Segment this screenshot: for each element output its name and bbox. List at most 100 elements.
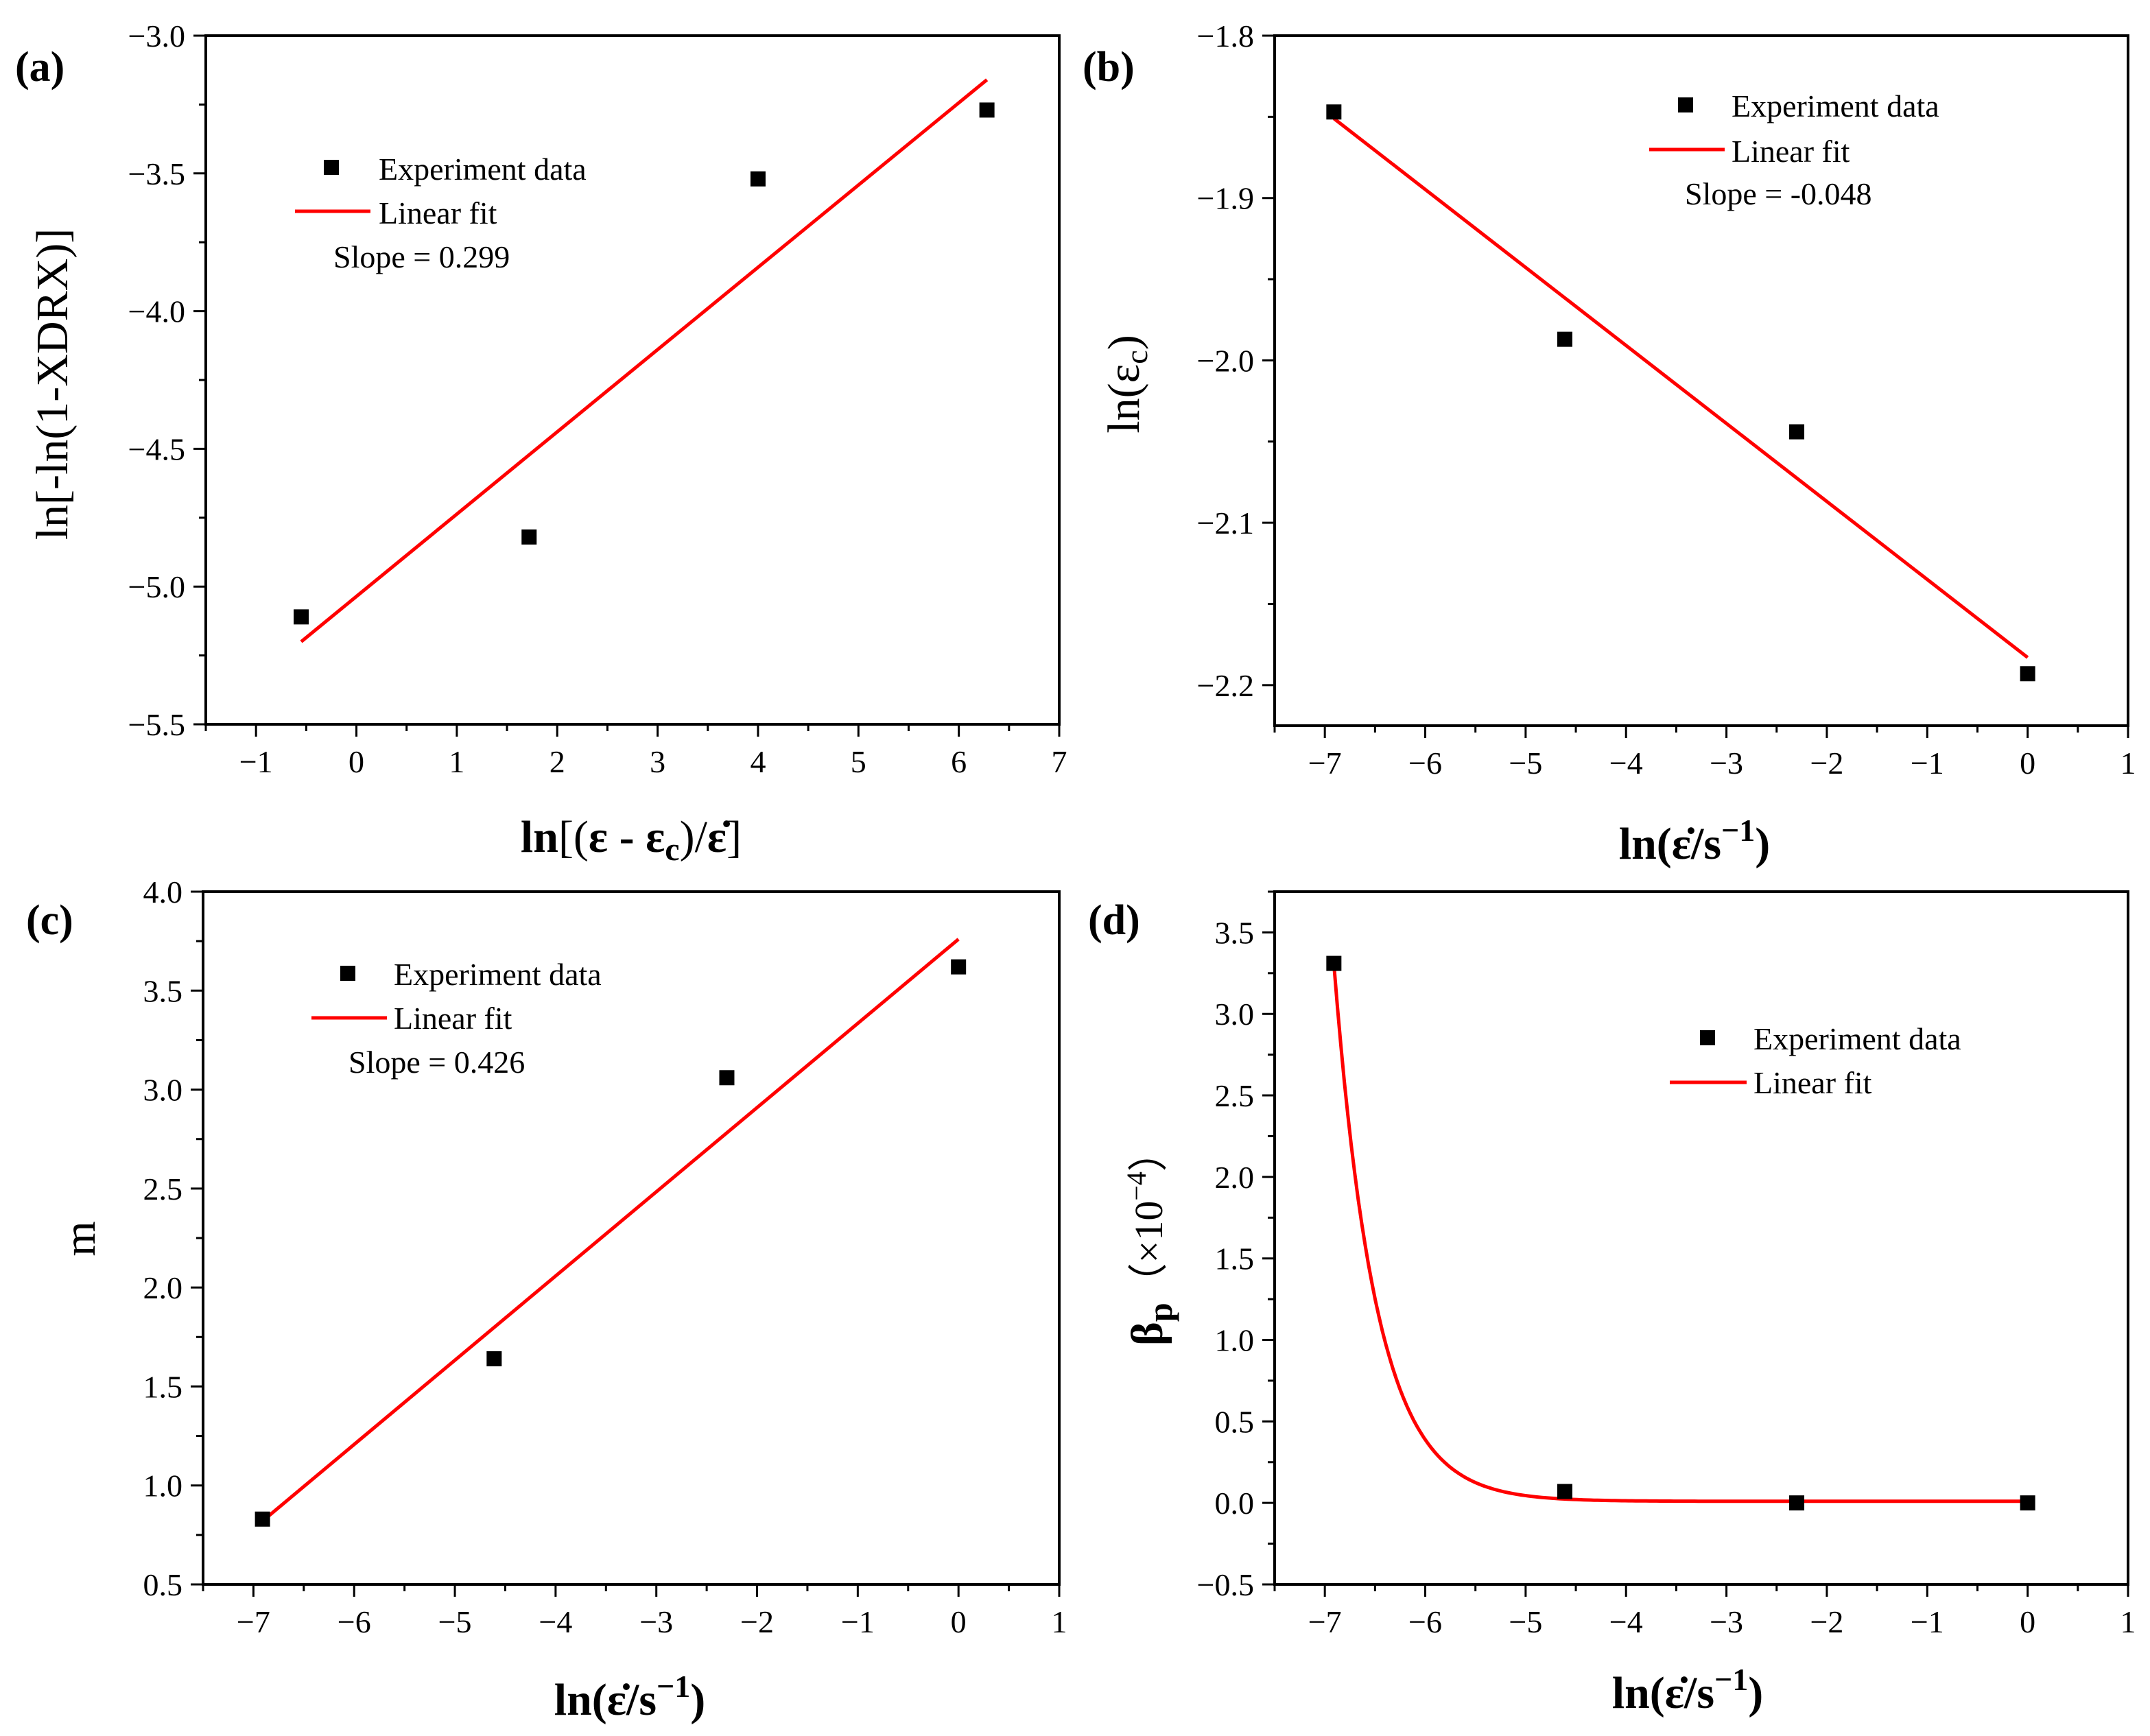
legend-a: Experiment data Linear fit Slope = 0.299 [295, 152, 587, 274]
legend-d: Experiment data Linear fit [1670, 1021, 1961, 1100]
x-tick-label-a-4: 3 [650, 744, 665, 779]
data-point-b-0 [1326, 104, 1342, 120]
plot-area-c: −7 −6 −5 −4 −3 −2 −1 0 1 0.5 1.0 1.5 2.0 2.5 3.0 3.5 4.0 [143, 875, 1067, 1639]
y-tick-label-c-7: 4.0 [143, 875, 183, 909]
y-tick-label-c-1: 1.0 [143, 1469, 183, 1503]
x-axis-title-a: ln[(ε - εc)/ε̇] [521, 812, 742, 868]
slope-annotation-c: Slope = 0.426 [349, 1045, 525, 1080]
legend-fit-c: Linear fit [394, 1001, 512, 1036]
plot-area-a: −1 0 1 2 3 4 5 6 7 −5.5 −5.0 −4.5 −4.0 −3.5 −3.0 [128, 19, 1067, 779]
x-tick-label-c-0: −7 [237, 1604, 270, 1639]
legend-fit-a: Linear fit [379, 195, 497, 230]
data-point-a-0 [294, 609, 309, 625]
legend-marker-icon-c [340, 966, 355, 981]
plot-frame-a [204, 34, 1061, 726]
y-axis-label-d: βp（×10−4） [1121, 1132, 1179, 1346]
panel-label-d: (d) [1088, 897, 1140, 944]
x-tick-label-b-3: −4 [1609, 746, 1643, 781]
y-tick-label-d-2: 0.5 [1215, 1404, 1255, 1439]
x-tick-label-d-7: 0 [2020, 1604, 2035, 1639]
data-point-a-3 [979, 102, 995, 118]
x-tick-label-b-7: 0 [2020, 746, 2035, 781]
x-tick-label-b-0: −7 [1308, 746, 1342, 781]
panel-c: (c) −7 −6 −5 −4 −3 −2 −1 0 1 0.5 1.0 1.5 2.0 2.5 3.0 3.… [26, 875, 1067, 1725]
y-tick-label-d-6: 2.5 [1215, 1078, 1255, 1113]
y-tick-label-a-5: −3.0 [128, 19, 185, 53]
legend-exp-b: Experiment data [1732, 88, 1939, 123]
x-tick-label-d-0: −7 [1308, 1604, 1342, 1639]
y-tick-label-c-2: 1.5 [143, 1369, 183, 1404]
x-tick-label-a-0: −1 [239, 744, 273, 779]
x-tick-label-a-2: 1 [449, 744, 464, 779]
y-tick-label-d-1: 0.0 [1215, 1486, 1255, 1521]
y-tick-label-d-7: 3.0 [1215, 997, 1255, 1032]
plot-frame-b [1273, 34, 2129, 727]
data-point-b-2 [1789, 424, 1805, 440]
x-tick-label-a-6: 5 [851, 744, 866, 779]
y-axis-label-b: ln(εc) [1099, 335, 1154, 433]
y-tick-label-b-2: −2.0 [1197, 343, 1254, 378]
x-tick-label-a-7: 6 [951, 744, 967, 779]
x-tick-label-c-7: 0 [951, 1604, 967, 1639]
y-tick-label-a-4: −3.5 [128, 156, 185, 191]
y-tick-label-d-4: 1.5 [1215, 1241, 1255, 1276]
legend-exp-c: Experiment data [394, 957, 602, 992]
y-axis-title-a: ln[-ln(1-XDRX)] [27, 228, 78, 540]
x-tick-label-b-8: 1 [2121, 746, 2136, 781]
x-tick-label-c-4: −3 [639, 1604, 673, 1639]
fit-line-b [1332, 117, 2029, 659]
data-point-b-3 [2020, 666, 2035, 682]
x-tick-label-d-8: 1 [2121, 1604, 2136, 1639]
legend-exp-a: Experiment data [379, 152, 587, 187]
y-tick-label-a-2: −4.5 [128, 431, 185, 466]
x-axis-label-a: ln[(ε - εc)/ε̇] [521, 812, 742, 868]
x-tick-label-d-2: −5 [1509, 1604, 1542, 1639]
x-tick-label-c-8: 1 [1052, 1604, 1067, 1639]
y-tick-label-b-0: −2.2 [1197, 668, 1254, 703]
x-tick-label-b-4: −3 [1710, 746, 1743, 781]
x-tick-label-d-3: −4 [1609, 1604, 1643, 1639]
legend-fit-b: Linear fit [1732, 134, 1850, 169]
x-tick-label-a-5: 4 [750, 744, 766, 779]
x-tick-label-c-6: −1 [841, 1604, 875, 1639]
data-point-b-1 [1557, 331, 1572, 347]
legend-marker-icon-b [1678, 97, 1693, 112]
plot-area-b: −7 −6 −5 −4 −3 −2 −1 0 1 −2.2 −2.1 −2.0 −1.9 −1.8 [1197, 19, 2136, 781]
legend-b: Experiment data Linear fit Slope = -0.04… [1649, 88, 1939, 211]
data-point-c-1 [486, 1351, 502, 1367]
plot-frame-d [1273, 890, 2129, 1586]
fit-curve-d [1332, 963, 2028, 1503]
y-tick-label-c-4: 2.5 [143, 1172, 183, 1206]
plot-frame-c [202, 890, 1061, 1586]
y-tick-label-d-5: 2.0 [1215, 1160, 1255, 1195]
y-tick-label-d-3: 1.0 [1215, 1323, 1255, 1358]
y-tick-label-b-1: −2.1 [1197, 506, 1254, 540]
x-tick-label-c-2: −5 [438, 1604, 472, 1639]
x-axis-label-b: ln(ε̇/s−1) [1619, 813, 1770, 869]
data-point-c-3 [951, 959, 967, 975]
x-tick-label-d-1: −6 [1408, 1604, 1442, 1639]
data-point-d-3 [2020, 1495, 2035, 1511]
x-tick-label-a-1: 0 [349, 744, 364, 779]
x-tick-label-c-3: −4 [539, 1604, 572, 1639]
x-axis-label-d: ln(ε̇/s−1) [1612, 1662, 1763, 1718]
y-tick-label-c-5: 3.0 [143, 1073, 183, 1108]
x-axis-title-d: ln(ε̇/s−1) [1612, 1662, 1763, 1718]
x-tick-label-d-6: −1 [1911, 1604, 1944, 1639]
x-tick-label-b-6: −1 [1911, 746, 1944, 781]
data-point-c-2 [719, 1070, 735, 1086]
data-point-d-1 [1557, 1484, 1572, 1499]
x-tick-label-c-1: −6 [338, 1604, 371, 1639]
legend-exp-d: Experiment data [1753, 1021, 1961, 1056]
y-tick-label-d-8: 3.5 [1215, 915, 1255, 950]
y-tick-label-b-3: −1.9 [1197, 181, 1254, 216]
y-axis-title-b: ln(εc) [1099, 335, 1154, 433]
y-tick-label-a-0: −5.5 [128, 707, 185, 742]
panel-b: (b) −7 −6 −5 −4 −3 −2 −1 0 1 −2.2 −2.1 −2.0 −1.9 −1.8… [1083, 19, 2136, 869]
y-tick-label-a-1: −5.0 [128, 569, 185, 604]
x-axis-label-c: ln(ε̇/s−1) [554, 1669, 705, 1725]
legend-marker-icon-d [1700, 1030, 1715, 1045]
y-axis-label-a: ln[-ln(1-XDRX)] [27, 228, 78, 540]
panel-label-c: (c) [26, 897, 73, 944]
